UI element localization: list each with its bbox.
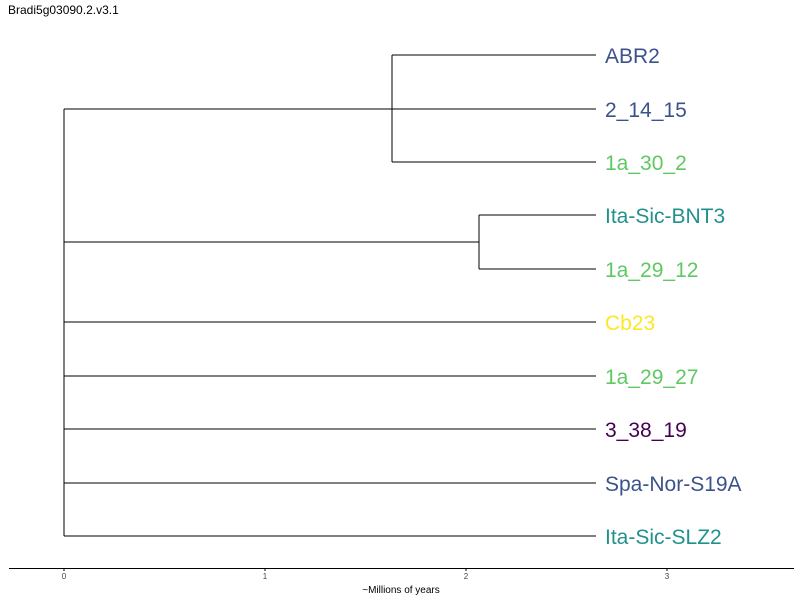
- axis-tick-label: 2: [464, 572, 469, 581]
- axis-tick-label: 1: [263, 572, 268, 581]
- time-axis: 0 1 2 3 ~Millions of years: [9, 568, 794, 596]
- tree-branches: [63, 54, 596, 537]
- axis-tick-label: 3: [665, 572, 670, 581]
- leaf-label: ABR2: [605, 45, 660, 68]
- axis-tick-label: 0: [62, 572, 67, 581]
- leaf-label: 1a_30_2: [605, 152, 687, 175]
- tree-title: Bradi5g03090.2.v3.1: [8, 3, 119, 17]
- axis-ticks: 0 1 2 3: [62, 568, 670, 581]
- leaf-label: 3_38_19: [605, 419, 687, 442]
- leaf-label: 1a_29_27: [605, 366, 698, 389]
- leaf-label: Ita-Sic-BNT3: [605, 205, 725, 228]
- leaf-label: 2_14_15: [605, 99, 687, 122]
- axis-title: ~Millions of years: [362, 585, 440, 596]
- leaf-label: Ita-Sic-SLZ2: [605, 526, 722, 549]
- leaf-label: Cb23: [605, 312, 655, 335]
- leaf-label: 1a_29_12: [605, 259, 698, 282]
- leaf-label: Spa-Nor-S19A: [605, 473, 742, 496]
- leaf-labels: ABR2 2_14_15 1a_30_2 Ita-Sic-BNT3 1a_29_12 Cb…: [605, 45, 742, 549]
